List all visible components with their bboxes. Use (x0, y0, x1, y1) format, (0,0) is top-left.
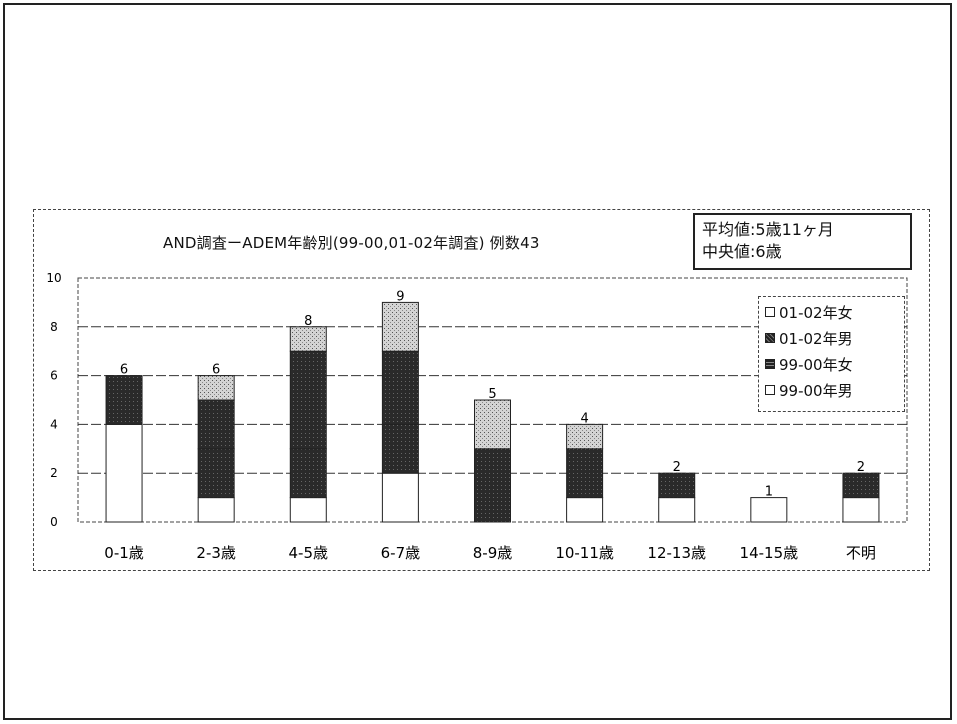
bar-segment (658, 497, 696, 523)
data-label: 8 (304, 314, 312, 329)
bar-segment (566, 448, 604, 499)
chart-area (33, 209, 930, 571)
outer-frame (3, 3, 952, 720)
y-tick-label: 2 (50, 466, 58, 480)
stats-median: 中央値:6歳 (702, 242, 782, 261)
y-tick-label: 10 (46, 271, 61, 285)
bar-segment (289, 350, 327, 450)
legend-item: 99-00年女 (765, 351, 904, 377)
stats-mean: 平均値:5歳11ヶ月 (702, 220, 834, 239)
bar-segment (658, 472, 696, 499)
bar-segment (566, 423, 604, 450)
x-tick-label: 0-1歳 (104, 544, 144, 562)
legend-item: 99-00年男 (765, 377, 904, 403)
bar-segment (381, 350, 419, 425)
bar-segment (289, 326, 327, 352)
legend-item: 01-02年男 (765, 325, 904, 351)
bar-segment (289, 448, 327, 499)
x-tick-label: 8-9歳 (473, 544, 513, 562)
x-tick-label: 2-3歳 (196, 544, 236, 562)
y-tick-label: 0 (50, 515, 58, 529)
bar-segment (566, 497, 604, 523)
plot-border (77, 277, 908, 523)
legend-label: 01-02年男 (779, 329, 853, 348)
bar-segment (289, 497, 327, 523)
legend-label: 01-02年女 (779, 303, 853, 322)
bar-segment (197, 448, 235, 499)
data-label: 1 (765, 485, 773, 500)
bar-segment (474, 399, 511, 450)
y-tick-label: 8 (50, 320, 58, 334)
stats-box: 平均値:5歳11ヶ月 中央値:6歳 (693, 213, 912, 270)
chart-title: AND調査ーADEM年齢別(99-00,01-02年調査) 例数43 (163, 234, 540, 252)
legend-label: 99-00年男 (779, 381, 853, 400)
data-label: 2 (857, 460, 865, 475)
bar-segment (381, 423, 419, 474)
legend-swatch (765, 385, 775, 395)
data-label: 9 (396, 289, 404, 304)
bar-segment (197, 497, 235, 523)
x-tick-label: 10-11歳 (555, 544, 614, 562)
bar-segment (842, 497, 880, 523)
x-tick-label: 12-13歳 (647, 544, 706, 562)
legend-label: 99-00年女 (779, 355, 853, 374)
bar-segment (197, 399, 235, 450)
legend-swatch (765, 333, 775, 343)
data-label: 5 (488, 387, 496, 402)
bar-segment (842, 472, 880, 499)
chart-legend: 01-02年女 01-02年男 99-00年女 99-00年男 (758, 296, 905, 412)
bar-segment (197, 375, 235, 401)
x-tick-label: 6-7歳 (381, 544, 421, 562)
data-label: 6 (120, 363, 128, 378)
data-label: 6 (212, 363, 220, 378)
y-tick-label: 4 (50, 417, 58, 431)
bar-segment (105, 423, 143, 523)
x-tick-label: 14-15歳 (740, 544, 799, 562)
data-label: 2 (673, 460, 681, 475)
y-tick-label: 6 (50, 369, 58, 383)
bar-segment (105, 375, 143, 425)
bar-segment (381, 301, 419, 352)
data-label: 4 (580, 411, 588, 426)
x-tick-label: 4-5歳 (289, 544, 329, 562)
bar-segment (381, 472, 419, 523)
legend-swatch (765, 359, 775, 369)
legend-item: 01-02年女 (765, 299, 904, 325)
bar-segment (474, 448, 511, 523)
x-tick-label: 不明 (846, 544, 876, 562)
bar-segment (750, 497, 788, 523)
legend-swatch (765, 307, 775, 317)
